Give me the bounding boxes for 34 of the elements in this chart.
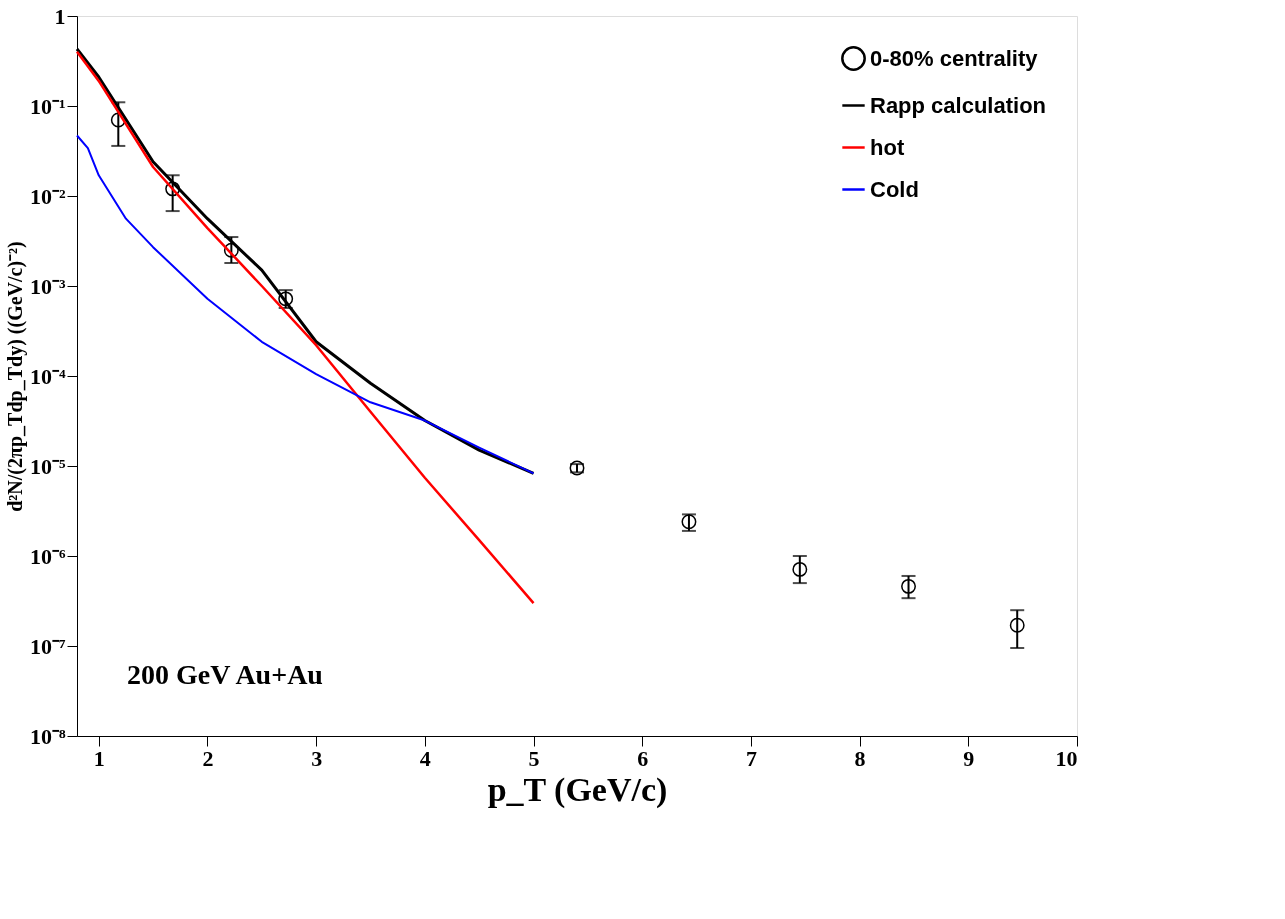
y-tick-label: 1 [54,3,66,29]
y-tick-label: 10⁻⁶ [29,543,66,569]
point [1009,617,1025,633]
legend-label: 0-80% centrality [870,45,1039,71]
y-tick-label: 10⁻³ [29,273,66,299]
y-tick-label: 10⁻² [29,183,66,209]
point [223,242,239,258]
point [792,561,808,577]
x-tick-label: 10 [1055,745,1078,771]
annotation: 200 GeV Au+Au [127,659,323,690]
legend-label: hot [870,134,905,160]
legend-label: Rapp calculation [870,92,1047,118]
y-tick-label: 10⁻⁴ [29,363,66,389]
x-tick-label: 3 [311,745,323,771]
x-tick-label: 4 [419,745,431,771]
x-tick-label: 2 [202,745,214,771]
x-tick-label: 9 [963,745,975,771]
x-tick-label: 1 [93,745,105,771]
x-tick-label: 8 [854,745,866,771]
x-axis-title: p_T (GeV/c) [487,770,668,809]
line-series [75,50,535,605]
x-tick-label: 5 [528,745,540,771]
y-tick-label: 10⁻⁷ [29,633,66,659]
y-tick-label: 10⁻⁸ [29,723,66,749]
point [165,181,181,197]
legend-label: Cold [870,176,919,202]
x-tick-label: 7 [745,745,757,771]
line-series [76,134,535,475]
y-axis-title: d²N/(2πp_Tdp_Tdy) ((GeV/c)⁻²) [3,241,27,512]
y-tick-label: 10⁻⁵ [29,453,66,479]
point [110,112,126,128]
y-tick-label: 10⁻¹ [29,93,66,119]
point [901,578,916,594]
x-tick-label: 6 [637,745,649,771]
